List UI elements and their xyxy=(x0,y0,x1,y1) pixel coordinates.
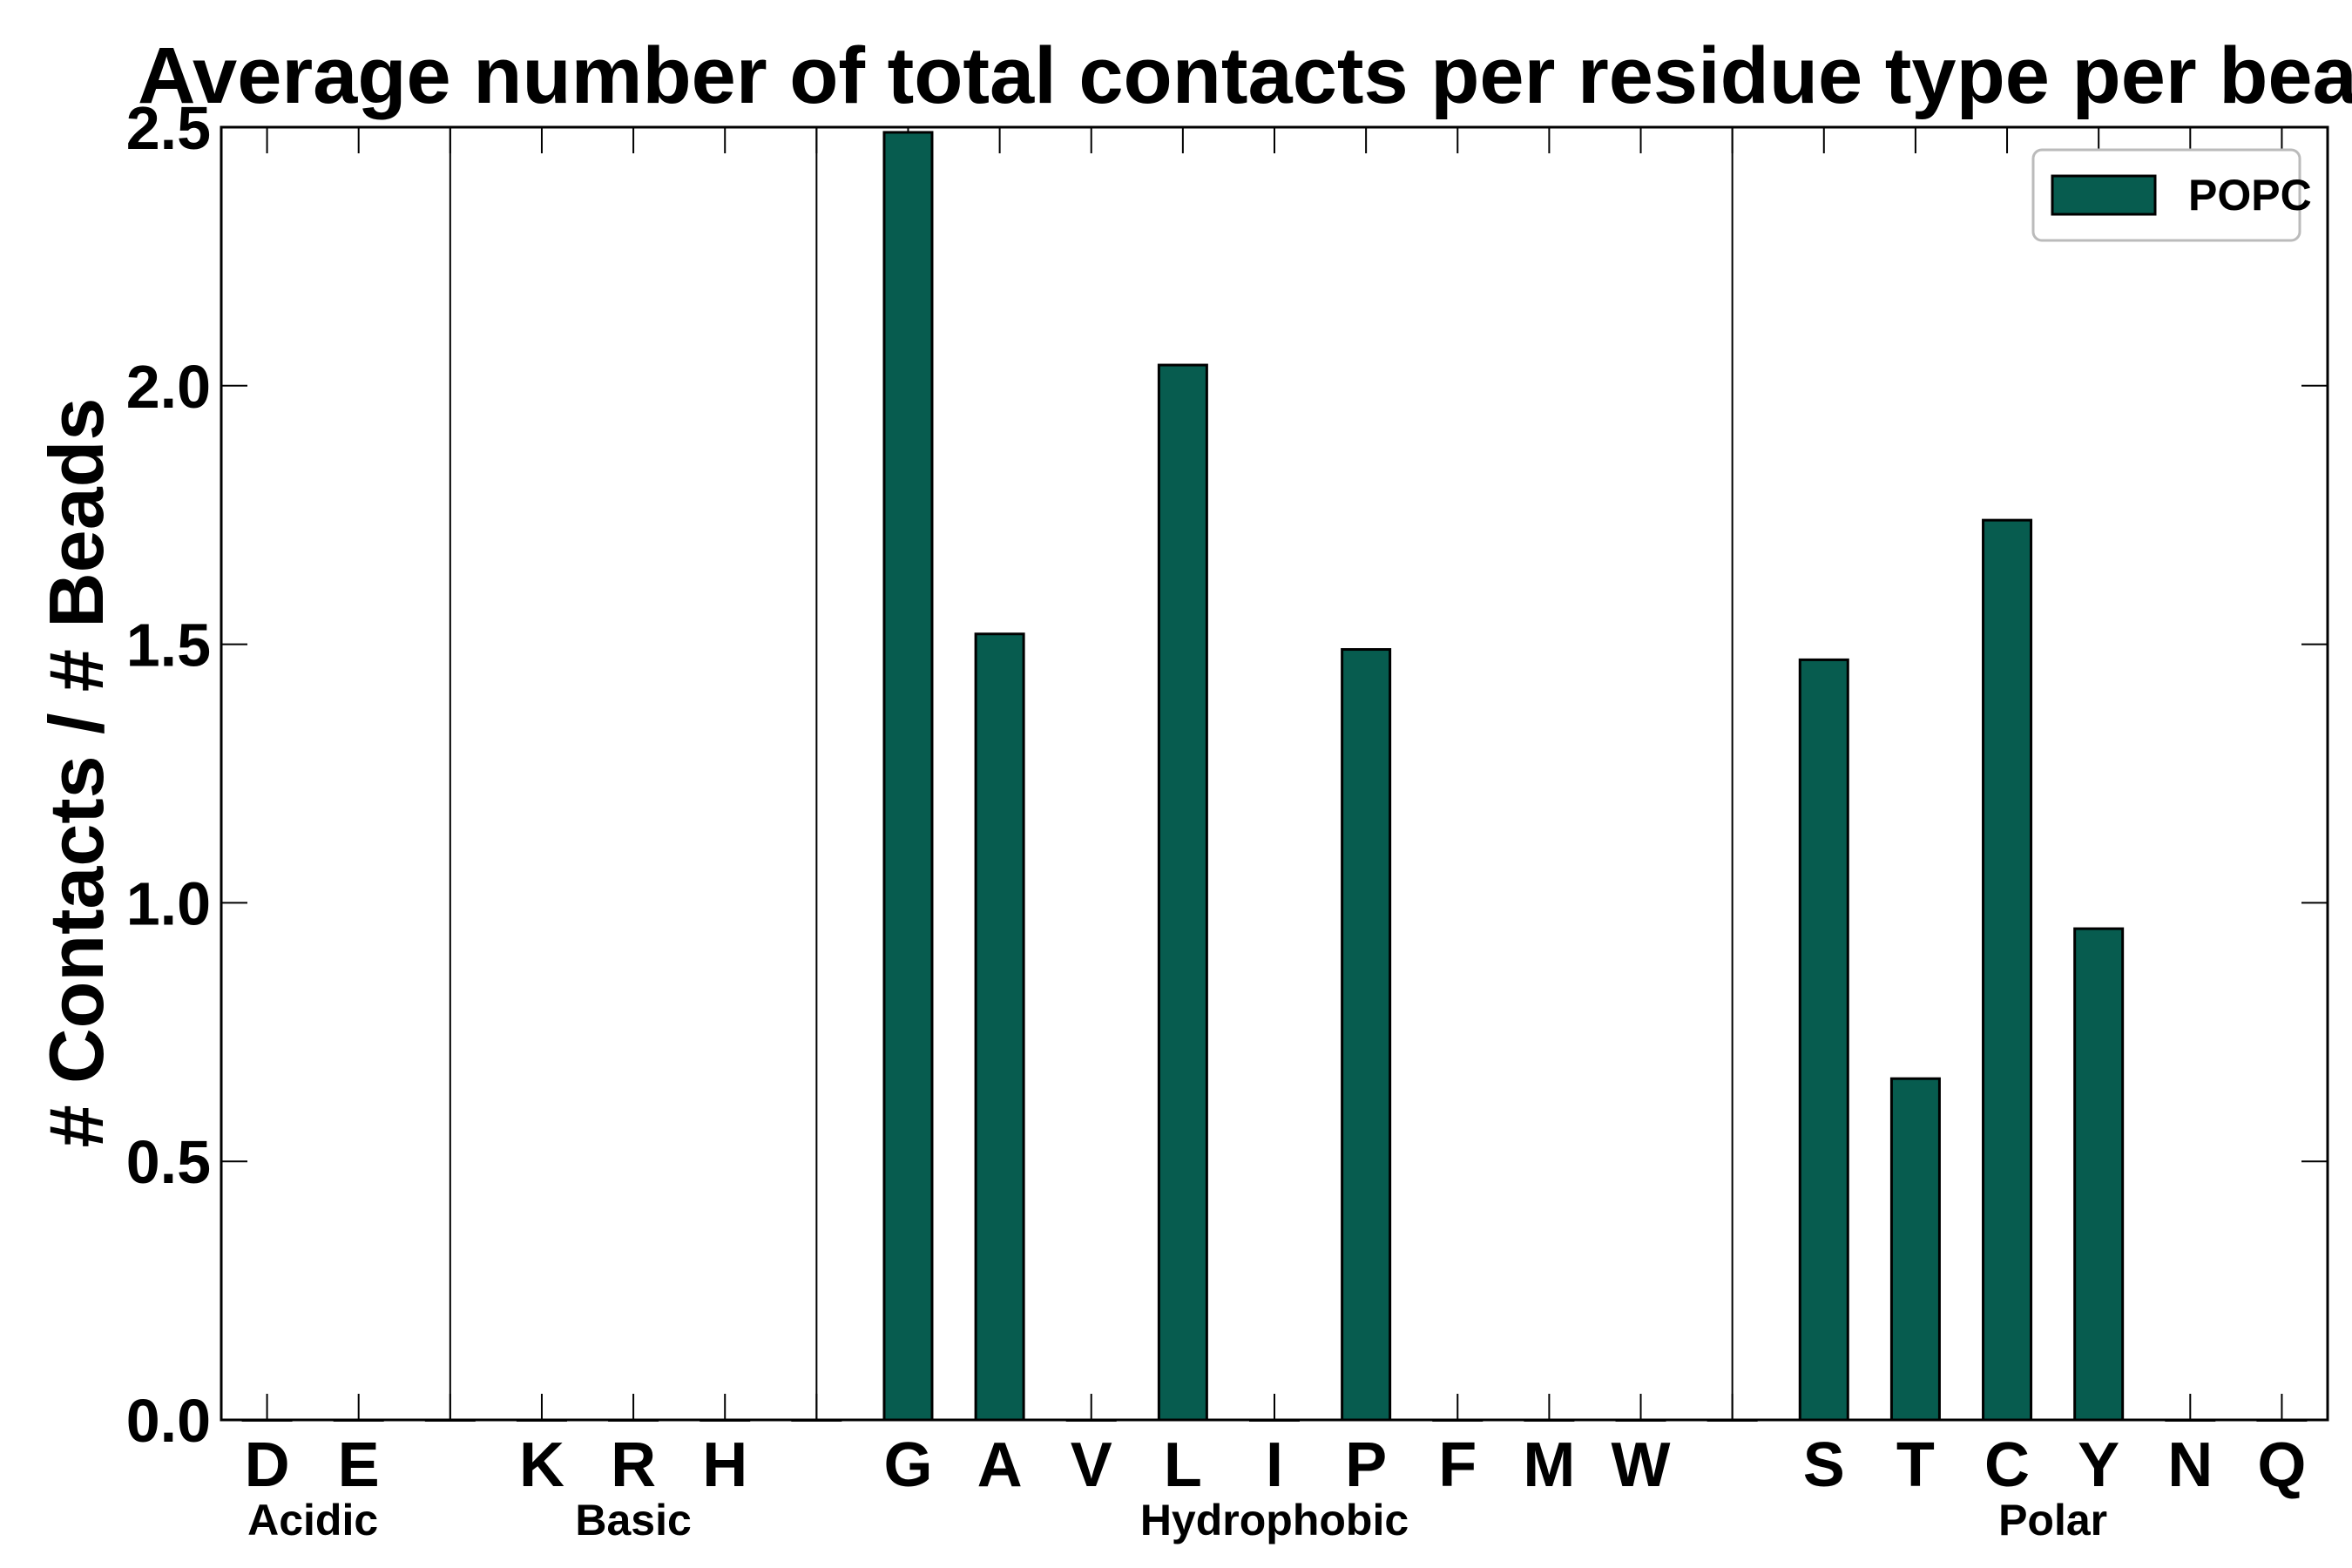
bar-N xyxy=(2165,1418,2216,1422)
bar-F xyxy=(1432,1418,1484,1422)
y-tick-label: 1.0 xyxy=(126,869,211,937)
bar-E xyxy=(333,1418,384,1422)
x-tick-label-M: M xyxy=(1523,1430,1575,1500)
bar-A xyxy=(974,632,1025,1422)
bar-L xyxy=(1157,363,1208,1422)
x-tick-label-R: R xyxy=(611,1430,656,1500)
x-tick-label-Q: Q xyxy=(2257,1430,2306,1500)
bar-M xyxy=(1524,1418,1575,1422)
x-tick-label-N: N xyxy=(2167,1430,2213,1500)
bar-D xyxy=(241,1418,293,1422)
y-tick-label: 1.5 xyxy=(126,612,211,679)
legend: POPC xyxy=(2031,148,2312,242)
y-tick-label: 2.5 xyxy=(126,94,211,162)
plot-area: 0.0 0.5 1.0 1.5 2.0 2.5 D E K R H G A V L I P F M W S T C Y N Q Ac… xyxy=(126,94,2329,1544)
bar-H xyxy=(700,1418,751,1422)
chart-title: Average number of total contacts per res… xyxy=(138,31,2352,120)
bar-P xyxy=(1341,648,1392,1422)
group-label-acidic: Acidic xyxy=(247,1496,378,1544)
group-label-polar: Polar xyxy=(1998,1496,2107,1544)
y-axis-label: # Contacts / # Beads xyxy=(33,398,119,1148)
x-tick-label-W: W xyxy=(1612,1430,1671,1500)
x-tick-label-V: V xyxy=(1071,1430,1112,1500)
x-tick-label-A: A xyxy=(977,1430,1023,1500)
x-tick-label-E: E xyxy=(338,1430,380,1500)
bar-Q xyxy=(2256,1418,2308,1422)
x-tick-label-S: S xyxy=(1803,1430,1845,1500)
x-tick-label-K: K xyxy=(519,1430,564,1500)
y-tick-label: 2.0 xyxy=(126,353,211,421)
x-tick-label-G: G xyxy=(883,1430,932,1500)
group-label-hydrophobic: Hydrophobic xyxy=(1140,1496,1409,1544)
legend-swatch xyxy=(2051,174,2157,216)
x-tick-label-D: D xyxy=(245,1430,290,1500)
bar-spacer-6 xyxy=(791,1418,842,1422)
x-tick-label-I: I xyxy=(1266,1430,1283,1500)
y-tick-label: 0.0 xyxy=(126,1387,211,1455)
x-tick-label-Y: Y xyxy=(2078,1430,2119,1500)
x-tick-label-F: F xyxy=(1438,1430,1477,1500)
bar-T xyxy=(1889,1077,1941,1422)
bar-spacer-2 xyxy=(424,1418,476,1422)
bar-Y xyxy=(2073,927,2125,1422)
x-tick-label-H: H xyxy=(702,1430,747,1500)
x-tick-label-P: P xyxy=(1345,1430,1387,1500)
bar-C xyxy=(1982,518,2033,1422)
legend-box xyxy=(2031,148,2301,242)
bar-S xyxy=(1798,658,1849,1422)
x-tick-label-C: C xyxy=(1984,1430,2030,1500)
bar-I xyxy=(1249,1418,1300,1422)
bar-V xyxy=(1065,1418,1117,1422)
bar-G xyxy=(882,131,934,1422)
bar-W xyxy=(1615,1418,1666,1422)
x-tick-label-T: T xyxy=(1896,1430,1935,1500)
x-tick-label-L: L xyxy=(1164,1430,1202,1500)
bar-spacer-16 xyxy=(1707,1418,1758,1422)
group-label-basic: Basic xyxy=(575,1496,691,1544)
bar-R xyxy=(608,1418,659,1422)
bar-K xyxy=(516,1418,567,1422)
legend-label: POPC xyxy=(2188,171,2312,220)
y-tick-label: 0.5 xyxy=(126,1128,211,1196)
